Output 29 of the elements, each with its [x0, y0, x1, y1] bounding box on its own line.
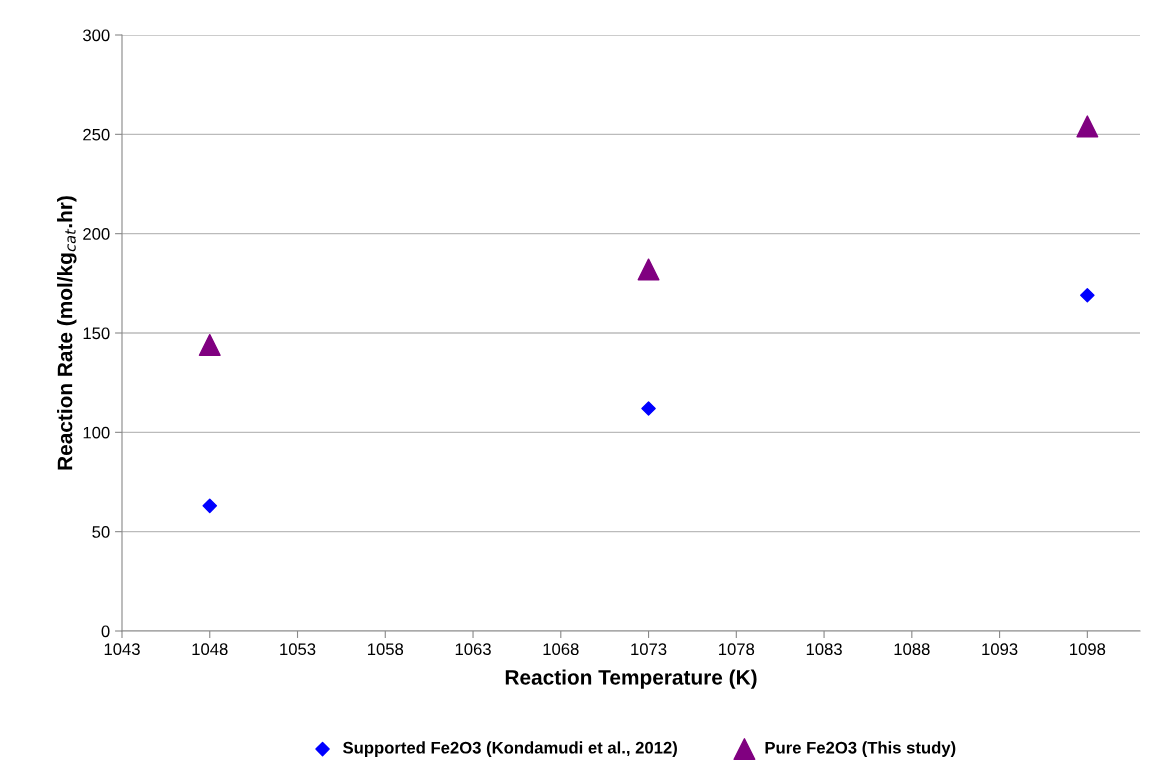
- y-tick-label: 100: [83, 426, 110, 439]
- x-tick-label: 1068: [543, 643, 579, 656]
- y-tick-label: 250: [83, 128, 110, 141]
- y-tick-label: 150: [83, 327, 110, 340]
- x-tick-label: 1088: [894, 643, 930, 656]
- point: [198, 333, 221, 356]
- y-tick-label: 0: [101, 625, 110, 638]
- point: [1080, 287, 1095, 303]
- legend-label: Supported Fe2O3 (Kondamudi et al., 2012): [343, 741, 677, 757]
- x-tick-label: 1043: [104, 643, 140, 656]
- x-tick-label: 1053: [280, 643, 316, 656]
- y-axis-title: Reaction Rate (mol/kg$_{cat}$.hr): [57, 196, 77, 470]
- x-axis-title: Reaction Temperature (K): [505, 669, 757, 689]
- x-tick-label: 1078: [719, 643, 755, 656]
- y-tick-label: 300: [83, 29, 110, 42]
- point: [637, 258, 660, 281]
- x-tick-label: 1058: [368, 643, 404, 656]
- x-tick-label: 1063: [455, 643, 491, 656]
- point: [202, 498, 218, 514]
- x-tick-label: 1073: [631, 643, 667, 656]
- x-tick-label: 1083: [806, 643, 842, 656]
- x-tick-label: 1048: [192, 643, 228, 656]
- legend-label: Pure Fe2O3 (This study): [765, 741, 956, 757]
- point: [641, 401, 656, 416]
- point: [1076, 115, 1099, 138]
- x-tick-label: 1093: [982, 643, 1018, 656]
- y-tick-label: 50: [92, 526, 110, 538]
- y-tick-label: 200: [83, 228, 110, 240]
- x-tick-label: 1098: [1070, 643, 1106, 656]
